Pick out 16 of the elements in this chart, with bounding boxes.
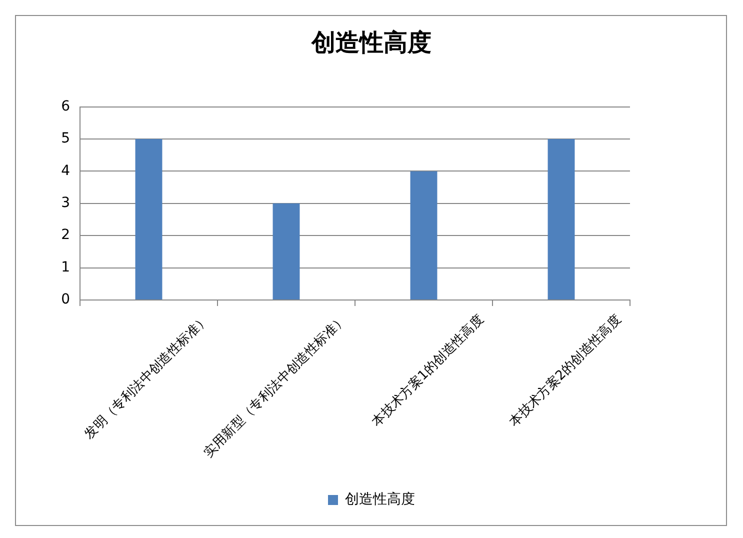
bar	[410, 171, 438, 300]
y-tick-label: 6	[61, 98, 70, 114]
bar	[135, 139, 162, 300]
y-tick-label: 3	[61, 195, 70, 212]
y-tick-label: 5	[61, 130, 70, 147]
y-tick-label: 0	[61, 292, 70, 308]
chart-title: 创造性高度	[310, 28, 432, 57]
bar	[548, 139, 575, 300]
bar	[272, 203, 300, 300]
x-tick-label: 本技术方案2的创造性高度	[506, 311, 624, 430]
legend-label: 创造性高度	[345, 492, 415, 508]
y-tick-label: 1	[61, 259, 70, 276]
y-tick-label: 2	[61, 227, 70, 244]
x-tick-label: 发明（专利法中创造性标准）	[82, 312, 212, 442]
x-tick-label: 本技术方案1的创造性高度	[368, 311, 487, 430]
y-tick-label: 4	[61, 162, 70, 179]
